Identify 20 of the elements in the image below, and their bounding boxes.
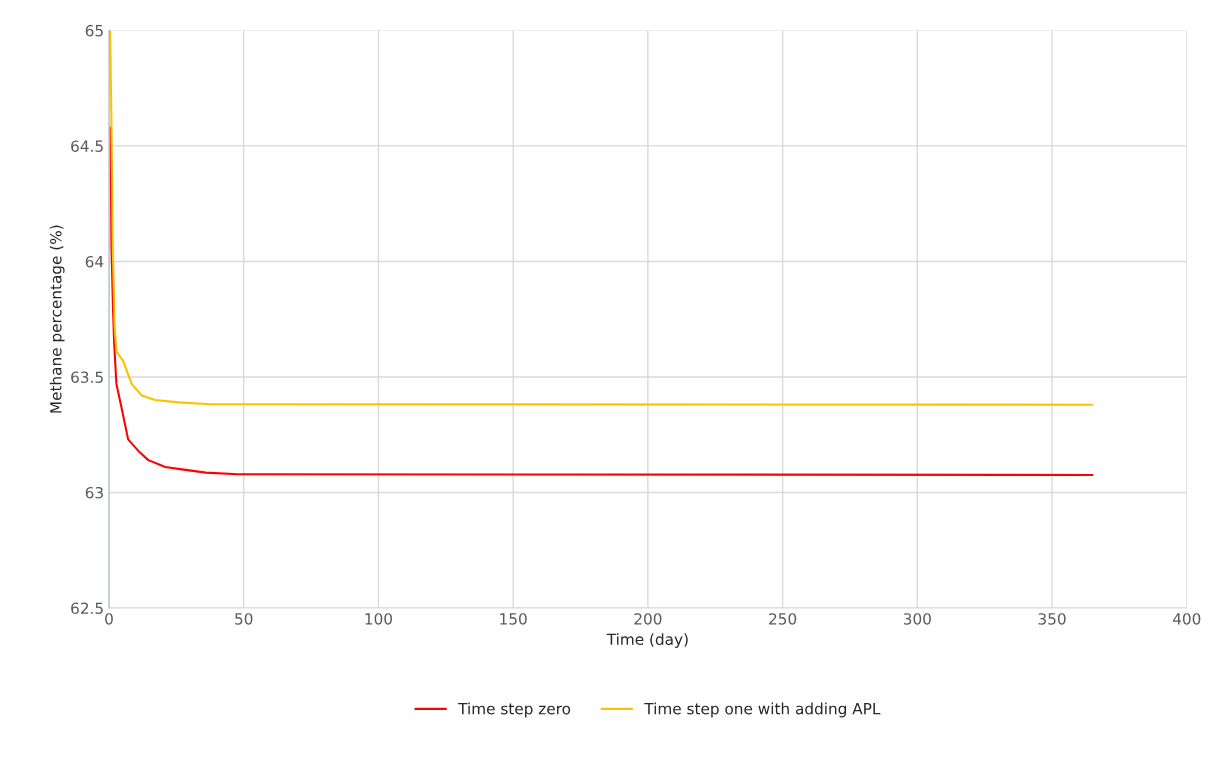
y-tick-label: 63.5 — [71, 371, 103, 383]
x-tick-label: 350 — [1038, 613, 1066, 625]
y-tick-label: 65 — [85, 24, 103, 37]
y-tick-label: 63 — [85, 486, 103, 499]
x-tick-label: 50 — [235, 613, 253, 625]
y-tick-label: 64.5 — [71, 140, 103, 152]
y-tick-label: 64 — [85, 255, 104, 268]
legend-label: Time step zero — [458, 702, 571, 718]
x-tick-label: 200 — [634, 613, 662, 625]
x-tick-label: 300 — [903, 613, 931, 625]
x-tick-label: 150 — [500, 613, 527, 625]
x-axis-title: Time (day) — [606, 633, 688, 648]
line-series — [109, 30, 1094, 406]
x-tick-label: 100 — [365, 613, 392, 625]
legend-label: Time step one with adding APL — [644, 702, 881, 718]
y-axis-title: Methane percentage (%) — [49, 225, 65, 413]
y-tick-label: 62.5 — [71, 602, 103, 615]
x-tick-label: 0 — [105, 613, 113, 625]
x-tick-label: 250 — [769, 613, 797, 625]
x-tick-label: 400 — [1172, 613, 1201, 625]
